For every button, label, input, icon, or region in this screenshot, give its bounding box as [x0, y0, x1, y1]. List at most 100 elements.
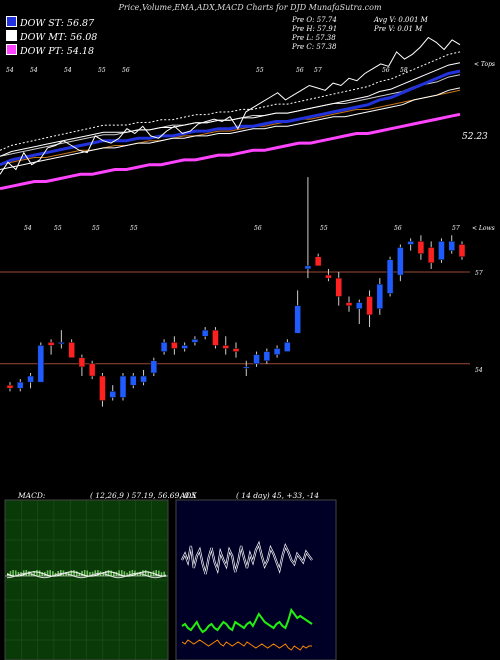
macd-histogram-bar [33, 571, 36, 576]
macd-histogram-bar [150, 572, 152, 576]
candle-body [222, 345, 229, 349]
adx-values: ( 14 day) 45, +33, -14 [236, 491, 320, 500]
y-tick-54: 54 [475, 367, 483, 374]
top-digit-label: 58 [400, 67, 408, 74]
macd-values: ( 12,26,9 ) 57.19, 56.69, 0.5 [90, 491, 197, 500]
candle-body [181, 345, 188, 349]
macd-histogram-bar [41, 572, 44, 576]
macd-histogram-bar [113, 572, 115, 576]
tops-tag: < Tops [474, 61, 495, 68]
ema-long-line [0, 112, 461, 191]
candle-body [150, 360, 158, 374]
top-digit-label: 56 [122, 67, 130, 74]
candle-body [294, 305, 301, 334]
top-digit-label: 55 [98, 67, 106, 74]
candle-body [6, 384, 14, 389]
low-digit-label: 57 [452, 225, 460, 232]
legend-dow-pt: DOW PT: 54.18 [6, 44, 94, 57]
legend-label-mt: DOW MT: 56.08 [20, 32, 98, 43]
macd-histogram-bar [110, 570, 112, 576]
macd-histogram-bar [163, 571, 165, 576]
macd-histogram-bar [147, 571, 150, 576]
ema-short-line [0, 69, 461, 167]
candle-body [366, 296, 373, 316]
top-digit-label: 56 [296, 67, 304, 74]
candle-body [119, 375, 127, 398]
close-price-line [0, 36, 461, 175]
candle-body [27, 375, 34, 383]
macd-histogram-bar [128, 570, 131, 576]
macd-histogram-bar [38, 570, 41, 576]
low-digit-label: 54 [24, 225, 32, 232]
minus-di-line [181, 639, 312, 651]
lows-tag: < Lows [472, 225, 495, 232]
adx-panel [175, 499, 337, 660]
candle-body [407, 241, 414, 245]
stat-pre-high: Pre H: 57.91 [292, 25, 338, 33]
adx-label: ADX [180, 491, 197, 500]
macd-histogram-bar [36, 570, 38, 576]
ema-mid-line [0, 87, 461, 170]
macd-histogram-bar [158, 570, 160, 576]
macd-histogram-bar [107, 570, 110, 576]
candle-body [58, 342, 65, 345]
stat-pre-low: Pre L: 57.38 [292, 34, 336, 42]
plus-di-line [181, 607, 313, 634]
candle-body [47, 342, 55, 346]
candle-body [263, 351, 271, 361]
candle-body [376, 283, 384, 309]
stat-pre-close: Pre C: 57.38 [292, 43, 337, 51]
macd-histogram-bar [91, 571, 94, 576]
macd-histogram-bar [102, 572, 104, 576]
top-digit-label: 57 [314, 67, 322, 74]
legend-label-st: DOW ST: 56.87 [20, 18, 95, 29]
macd-histogram-bar [78, 572, 81, 576]
candle-body [17, 381, 24, 389]
macd-histogram-bar [57, 570, 59, 576]
macd-histogram-bar [52, 571, 54, 576]
top-digit-label: 54 [30, 67, 38, 74]
macd-histogram-bar [142, 570, 144, 576]
macd-histogram-bar [83, 570, 86, 576]
macd-histogram-bar [70, 570, 73, 576]
macd-histogram-bar [123, 571, 126, 576]
candle-body [191, 339, 199, 343]
macd-histogram-bar [73, 570, 75, 576]
macd-histogram-bar [46, 570, 49, 576]
macd-histogram-bar [75, 571, 78, 576]
candle-body [253, 354, 260, 365]
legend-dow-st: DOW ST: 56.87 [6, 16, 94, 29]
candle-body [109, 391, 116, 398]
macd-histogram-bar [86, 570, 89, 576]
ema-short-outline [0, 62, 461, 157]
candle-body [417, 241, 425, 254]
low-digit-label: 56 [394, 225, 402, 232]
stat-pre-volume: Pre V: 0.01 M [374, 25, 423, 33]
candle-body [273, 348, 281, 355]
candle-body [171, 342, 178, 349]
macd-histogram-bar [144, 570, 147, 576]
macd-histogram-bar [9, 571, 12, 576]
candle-body [201, 329, 209, 337]
low-digit-label: 55 [92, 225, 100, 232]
candle-body [232, 348, 240, 352]
candle-body [458, 244, 466, 257]
candle-body [37, 345, 45, 383]
low-digit-label: 55 [130, 225, 138, 232]
candle-body [335, 277, 342, 297]
candle-body [160, 342, 168, 352]
macd-histogram-bar [12, 570, 14, 576]
macd-histogram-bar [49, 570, 51, 576]
macd-histogram-bar [81, 570, 83, 576]
legend-label-pt: DOW PT: 54.18 [20, 46, 94, 57]
candle-body [356, 302, 363, 309]
candle-body [386, 259, 394, 294]
macd-histogram-bar [155, 570, 157, 576]
candle-body [212, 329, 219, 346]
legend-swatch-mt [6, 30, 17, 41]
macd-label: MACD: [18, 491, 46, 500]
macd-histogram-bar [126, 572, 128, 576]
legend-dow-mt: DOW MT: 56.08 [6, 30, 97, 43]
candle-body [68, 342, 75, 358]
